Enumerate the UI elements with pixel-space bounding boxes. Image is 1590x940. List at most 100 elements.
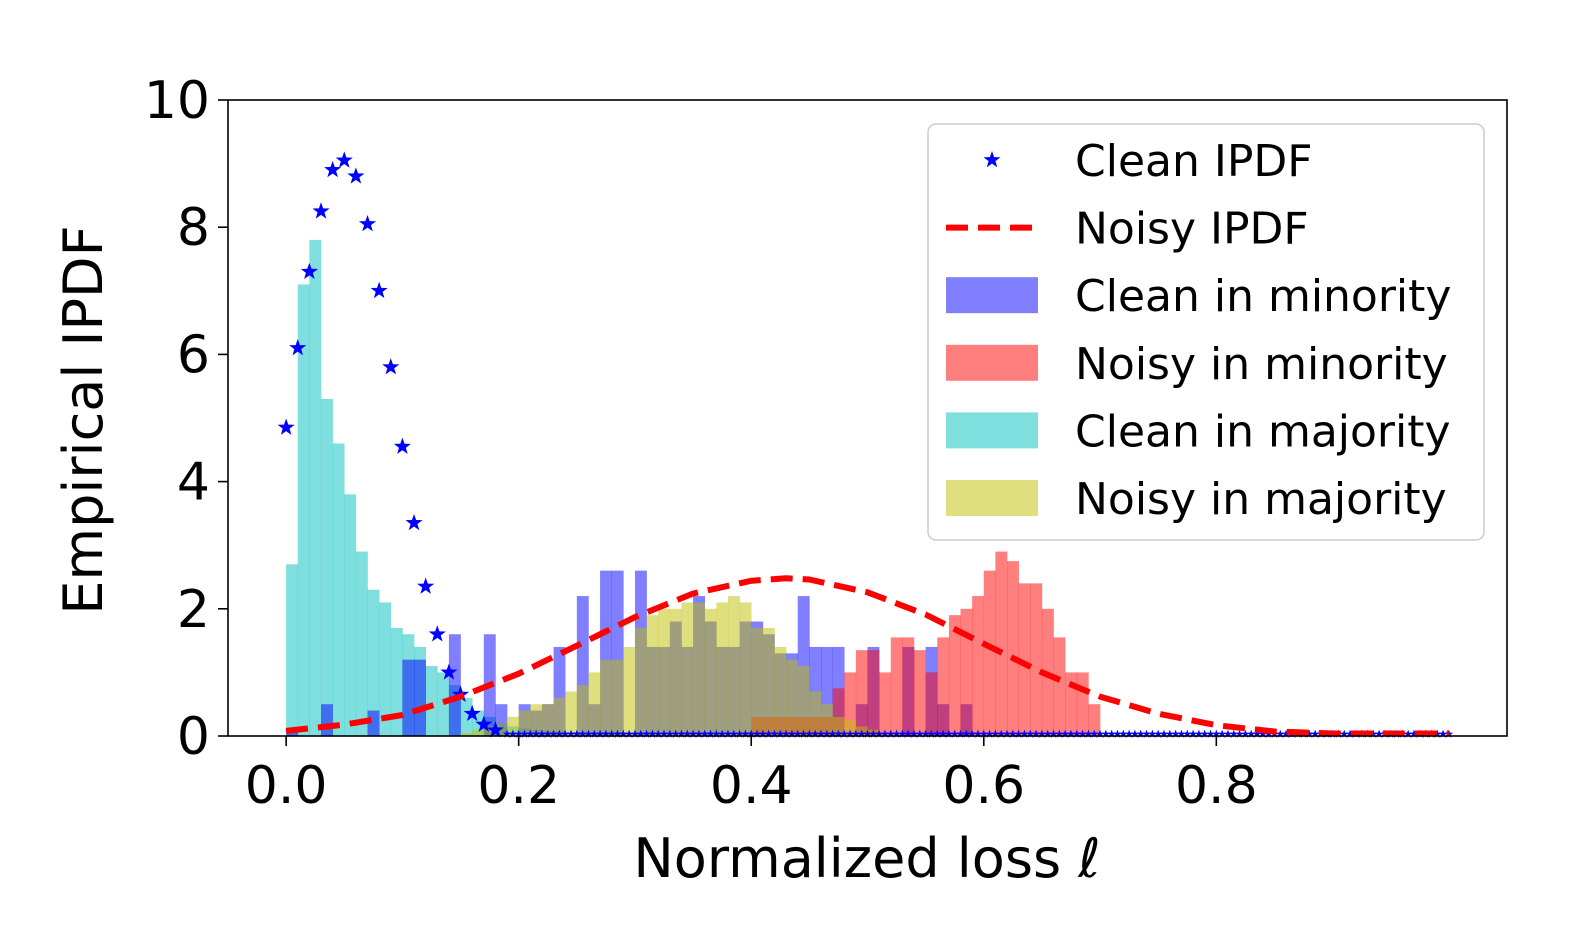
clean-ipdf-point xyxy=(642,729,651,738)
clean-ipdf-point xyxy=(653,729,663,738)
clean-in-majority-bar xyxy=(437,672,450,736)
noisy-in-majority-bar xyxy=(669,608,682,736)
legend-label: Noisy IPDF xyxy=(1075,204,1309,255)
noisy-in-majority-bar xyxy=(809,691,822,736)
clean-ipdf-point xyxy=(428,625,446,642)
noisy-in-minority-bar xyxy=(844,672,857,736)
noisy-in-majority-bar xyxy=(774,646,787,736)
clean-ipdf-point xyxy=(607,729,616,738)
clean-ipdf-point xyxy=(1241,729,1250,738)
clean-ipdf-point xyxy=(828,729,837,738)
noisy-in-minority-bar xyxy=(948,615,961,736)
noisy-in-minority-bar xyxy=(879,672,892,736)
clean-ipdf-point xyxy=(370,281,388,299)
clean-ipdf-point xyxy=(839,729,849,738)
noisy-in-minority-bar xyxy=(890,637,903,736)
clean-ipdf-point xyxy=(1142,729,1151,738)
noisy-in-minority-bar xyxy=(1030,583,1043,736)
noisy-in-majority-bar xyxy=(820,704,833,736)
clean-ipdf-point xyxy=(1223,729,1233,738)
clean-ipdf-point xyxy=(1252,729,1262,738)
y-tick-label: 4 xyxy=(177,453,210,513)
clean-ipdf-point xyxy=(700,729,709,738)
noisy-in-majority-bar xyxy=(844,720,857,736)
noisy-in-majority-bar xyxy=(751,627,764,736)
legend-label: Clean in minority xyxy=(1075,271,1451,322)
noisy-in-majority-bar xyxy=(634,627,647,736)
clean-ipdf-point xyxy=(589,729,599,738)
x-tick-label: 0.8 xyxy=(1175,756,1258,816)
clean-in-majority-bar xyxy=(367,589,380,736)
clean-ipdf-point xyxy=(688,729,698,738)
clean-ipdf-point xyxy=(822,729,832,738)
clean-ipdf-point xyxy=(595,729,605,738)
clean-ipdf-point xyxy=(938,729,948,738)
clean-ipdf-point xyxy=(1043,729,1052,738)
clean-in-minority-bar xyxy=(321,704,333,736)
clean-ipdf-point xyxy=(1171,729,1180,738)
clean-ipdf-point xyxy=(845,729,855,738)
clean-ipdf-point xyxy=(1310,729,1320,738)
clean-ipdf-point xyxy=(723,729,733,738)
noisy-in-majority-bar xyxy=(530,704,543,736)
clean-ipdf-point xyxy=(508,729,518,738)
noisy-in-majority-bar xyxy=(600,659,612,736)
noisy-in-minority-bar xyxy=(983,570,996,736)
clean-ipdf-point xyxy=(289,339,307,356)
clean-ipdf-point xyxy=(1345,729,1355,738)
y-tick-label: 8 xyxy=(177,198,210,258)
clean-ipdf-point xyxy=(1124,729,1134,738)
clean-in-majority-bar xyxy=(379,602,392,736)
clean-in-majority-bar xyxy=(297,284,310,736)
clean-ipdf-point xyxy=(793,729,803,738)
clean-ipdf-point xyxy=(1026,729,1035,738)
noisy-in-majority-bar xyxy=(832,716,845,736)
noisy-in-majority-histogram xyxy=(460,596,903,736)
clean-in-majority-bar xyxy=(390,627,403,736)
noisy-in-majority-bar xyxy=(646,615,659,736)
noisy-in-majority-bar xyxy=(739,602,752,736)
noisy-in-minority-bar xyxy=(1018,583,1031,736)
clean-ipdf-point xyxy=(1031,729,1041,738)
noisy-in-majority-bar xyxy=(483,726,496,736)
noisy-in-majority-bar xyxy=(762,627,775,736)
legend-item: Clean in majority xyxy=(946,406,1451,457)
clean-ipdf-point xyxy=(393,437,411,454)
clean-ipdf-point xyxy=(985,729,994,738)
noisy-in-minority-bar xyxy=(937,637,950,736)
clean-ipdf-point xyxy=(776,729,785,738)
clean-ipdf-point xyxy=(1281,729,1291,738)
clean-ipdf-point xyxy=(1438,729,1448,738)
noisy-in-majority-bar xyxy=(507,716,519,736)
clean-ipdf-point xyxy=(834,729,843,738)
clean-ipdf-point xyxy=(1113,729,1122,738)
clean-ipdf-point xyxy=(1403,729,1413,738)
clean-ipdf-point xyxy=(335,151,353,168)
legend: Clean IPDF Noisy IPDF Clean in minority Noi… xyxy=(927,123,1485,541)
noisy-in-majority-bar xyxy=(576,685,589,736)
clean-ipdf-point xyxy=(1037,729,1047,738)
clean-in-majority-bar xyxy=(425,666,438,736)
clean-ipdf-point xyxy=(1136,729,1146,738)
clean-ipdf-point xyxy=(1153,729,1163,738)
clean-ipdf-point xyxy=(892,729,901,738)
clean-ipdf-point xyxy=(1409,729,1419,738)
clean-ipdf-point xyxy=(1206,729,1215,738)
clean-ipdf-point xyxy=(1049,729,1058,738)
noisy-in-majority-bar xyxy=(623,646,636,736)
clean-ipdf-point xyxy=(909,729,919,738)
clean-ipdf-point xyxy=(973,729,983,738)
noisy-in-majority-bar xyxy=(518,710,531,736)
legend-swatch xyxy=(946,344,1038,381)
clean-in-majority-histogram xyxy=(286,239,647,737)
legend-label: Noisy in majority xyxy=(1075,474,1447,525)
clean-ipdf-point xyxy=(857,729,866,738)
clean-ipdf-point xyxy=(1188,729,1198,738)
noisy-in-minority-bar xyxy=(1007,561,1019,736)
clean-ipdf-point xyxy=(572,729,582,738)
clean-ipdf-point xyxy=(770,729,779,738)
clean-in-majority-bar xyxy=(321,398,333,736)
noisy-in-majority-bar xyxy=(727,596,740,736)
clean-in-minority-bar xyxy=(611,570,624,736)
clean-ipdf-point xyxy=(1060,729,1070,738)
